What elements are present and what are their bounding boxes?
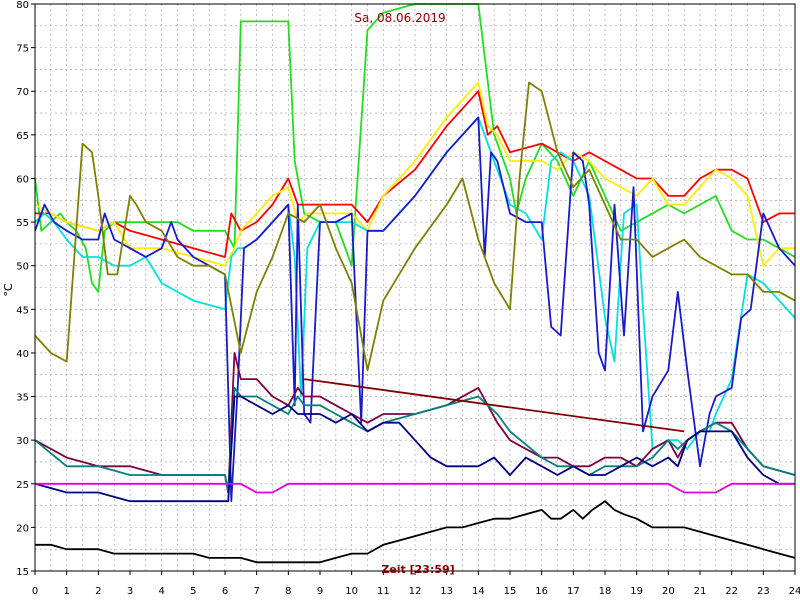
y-tick-label: 60 (16, 174, 29, 185)
y-tick-label: 45 (16, 305, 29, 316)
x-tick-label: 1 (63, 586, 69, 597)
x-tick-label: 9 (317, 586, 323, 597)
y-tick-label: 25 (16, 480, 29, 491)
series-line-5 (34, 116, 796, 503)
x-tick-label: 19 (630, 586, 643, 597)
x-tick-label: 3 (127, 586, 133, 597)
x-tick-label: 6 (222, 586, 228, 597)
y-tick-label: 75 (16, 44, 29, 55)
x-tick-label: 17 (567, 586, 580, 597)
x-tick-label: 21 (694, 586, 707, 597)
x-tick-label: 4 (158, 586, 164, 597)
series-line-12 (304, 378, 685, 433)
y-tick-label: 15 (16, 567, 29, 578)
x-tick-label: 13 (440, 586, 453, 597)
x-tick-label: 23 (757, 586, 770, 597)
x-tick-label: 24 (789, 586, 800, 597)
series-line-9 (34, 395, 795, 503)
x-tick-label: 22 (725, 586, 738, 597)
y-axis-ticks: 15 20 25 30 35 40 45 50 55 60 65 70 75 80 (16, 0, 35, 578)
x-tick-label: 20 (662, 586, 675, 597)
series-line-10 (35, 482, 795, 494)
x-tick-label: 7 (253, 586, 259, 597)
y-tick-label: 80 (16, 0, 29, 11)
x-tick-label: 0 (32, 586, 38, 597)
series-line-11 (35, 500, 796, 564)
x-tick-label: 16 (535, 586, 548, 597)
x-tick-label: 8 (285, 586, 291, 597)
y-tick-label: 50 (16, 262, 29, 273)
y-tick-label: 35 (16, 393, 29, 404)
x-axis-label: Zeit [23:59] (381, 563, 454, 576)
x-tick-label: 11 (377, 586, 390, 597)
y-tick-label: 20 (16, 523, 29, 534)
x-tick-label: 15 (504, 586, 517, 597)
series-line-2 (35, 90, 795, 258)
series-lines (34, 3, 796, 564)
y-tick-label: 55 (16, 218, 29, 229)
y-tick-label: 65 (16, 131, 29, 142)
x-tick-label: 18 (599, 586, 612, 597)
x-tick-label: 5 (190, 586, 196, 597)
x-tick-label: 14 (472, 586, 485, 597)
chart-title: Sa, 08.06.2019 (354, 11, 445, 25)
y-tick-label: 30 (16, 436, 29, 447)
x-tick-label: 12 (409, 586, 422, 597)
y-tick-label: 40 (16, 349, 29, 360)
series-line-6 (34, 81, 796, 372)
x-axis-ticks: 0 1 2 3 4 5 6 7 8 9 10 11 12 13 14 15 16 17 18 19 20 21 22 23 24 (32, 571, 800, 597)
x-tick-label: 2 (95, 586, 101, 597)
y-axis-label: °C (2, 283, 15, 297)
y-tick-label: 70 (16, 87, 29, 98)
x-tick-label: 10 (345, 586, 358, 597)
